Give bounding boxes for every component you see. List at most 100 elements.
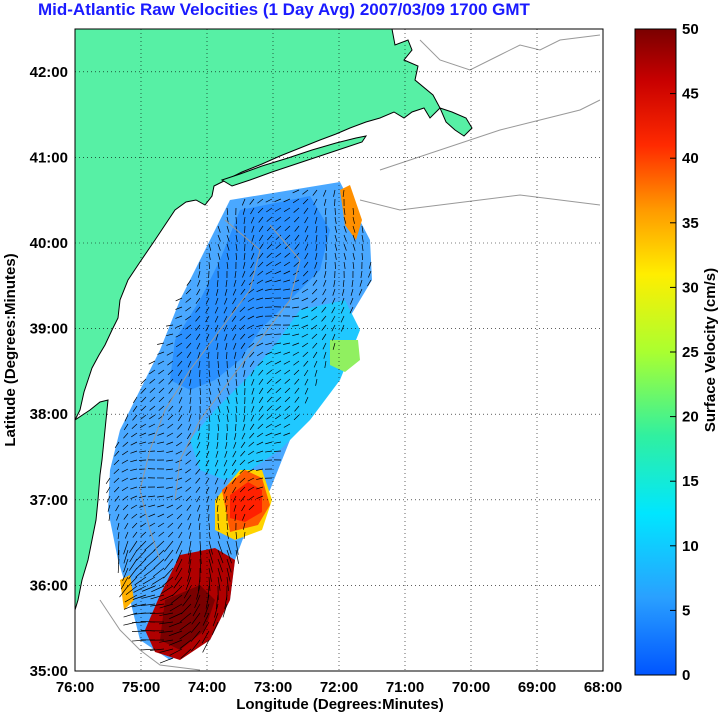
velocity-vector (130, 450, 138, 454)
velocity-vector (226, 225, 230, 233)
velocity-vector (144, 558, 156, 569)
velocity-vector (132, 414, 138, 421)
velocity-vector (232, 450, 237, 458)
velocity-vector (312, 342, 318, 349)
velocity-vector (197, 513, 201, 521)
velocity-vector (225, 342, 228, 350)
velocity-vector (158, 387, 165, 394)
velocity-vector (293, 207, 300, 213)
velocity-vector (243, 252, 246, 260)
velocity-vector (123, 603, 138, 610)
velocity-vector (159, 630, 174, 634)
velocity-vector (311, 306, 318, 312)
velocity-vector (214, 324, 219, 332)
velocity-vector (157, 351, 165, 355)
velocity-vector (224, 333, 228, 341)
velocity-vector (185, 297, 192, 303)
velocity-vector (311, 333, 318, 340)
velocity-vector (334, 234, 338, 242)
velocity-vector (302, 342, 309, 348)
velocity-vector (231, 477, 237, 484)
velocity-vector (160, 594, 174, 602)
velocity-vector (226, 234, 230, 242)
velocity-vector (182, 594, 192, 607)
velocity-vector (166, 351, 174, 356)
velocity-vector (149, 405, 156, 411)
velocity-vector (176, 513, 183, 520)
velocity-vector (168, 405, 174, 412)
velocity-vector (188, 369, 192, 377)
velocity-vector (231, 468, 237, 475)
velocity-vector (248, 504, 255, 511)
velocity-vector (231, 459, 237, 467)
velocity-vector (196, 495, 201, 503)
velocity-vector (249, 360, 255, 368)
velocity-vector (185, 576, 192, 591)
velocity-vector (185, 477, 192, 483)
velocity-vector (190, 630, 201, 642)
velocity-vector (314, 207, 318, 215)
velocity-vector (166, 486, 174, 489)
velocity-vector (159, 657, 174, 664)
velocity-vector (266, 396, 273, 403)
velocity-vector (274, 432, 282, 436)
velocity-vector (240, 288, 246, 295)
velocity-vector (250, 414, 255, 422)
velocity-vector (140, 405, 147, 412)
velocity-vector (239, 468, 246, 474)
velocity-vector (233, 441, 237, 449)
velocity-vector (208, 540, 213, 555)
velocity-vector (234, 351, 237, 359)
velocity-vector (151, 585, 165, 593)
velocity-vector (323, 279, 327, 287)
velocity-vector (283, 288, 291, 291)
velocity-vector (122, 441, 129, 447)
velocity-vector (166, 504, 174, 509)
colorbar-tick-label: 20 (682, 409, 699, 426)
velocity-vector (265, 441, 273, 445)
velocity-vector (266, 252, 273, 258)
velocity-vector (292, 351, 300, 356)
velocity-vector (322, 288, 327, 296)
velocity-vector (352, 216, 355, 224)
velocity-vector (149, 414, 156, 420)
velocity-vector (212, 612, 219, 627)
velocity-vector (232, 297, 237, 305)
velocity-vector (258, 405, 264, 412)
velocity-vector (340, 324, 345, 332)
velocity-vector (167, 414, 174, 421)
velocity-vector (173, 576, 183, 589)
velocity-vector (284, 414, 291, 420)
velocity-vector (153, 549, 165, 561)
velocity-vector (249, 198, 255, 205)
velocity-vector (235, 378, 238, 386)
velocity-vector (208, 522, 210, 531)
velocity-vector (257, 360, 264, 366)
velocity-vector (240, 342, 246, 349)
velocity-vector (303, 207, 309, 214)
velocity-vector (274, 351, 282, 355)
velocity-vector (231, 324, 237, 332)
velocity-vector (159, 612, 174, 617)
velocity-vector (215, 333, 219, 341)
velocity-vector (140, 396, 147, 403)
velocity-vector (241, 432, 246, 440)
velocity-vector (199, 549, 202, 564)
velocity-vector (250, 261, 255, 269)
velocity-vector (266, 414, 273, 420)
velocity-vector (179, 630, 192, 640)
velocity-vector (168, 621, 183, 628)
velocity-vector (167, 369, 174, 376)
velocity-vector (195, 315, 201, 322)
velocity-vector (222, 603, 228, 618)
velocity-vector (256, 459, 264, 463)
velocity-vector (215, 459, 219, 467)
velocity-vector (190, 621, 201, 634)
velocity-vector (248, 441, 255, 447)
velocity-vector (274, 207, 282, 212)
velocity-vector (166, 342, 174, 346)
longitude-tick-label: 68:00 (584, 679, 622, 696)
velocity-vector (265, 432, 273, 437)
velocity-vector (251, 387, 255, 395)
velocity-vector (323, 351, 327, 359)
